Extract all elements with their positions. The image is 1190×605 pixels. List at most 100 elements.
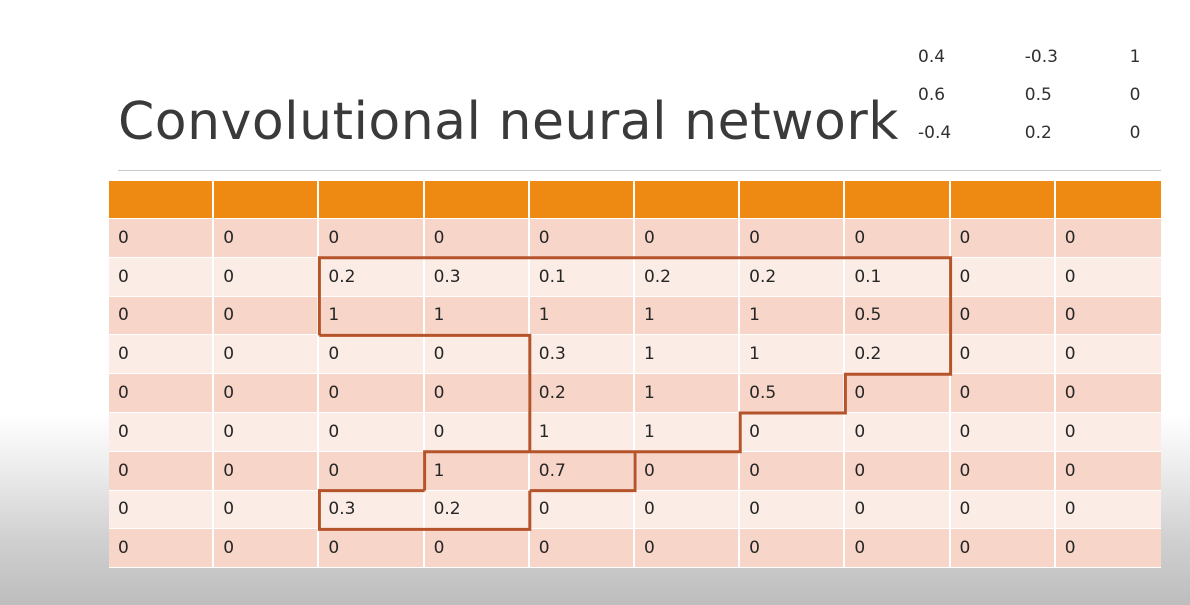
grid-row: 0 0 0 1 0.7 0 0 0 0 0	[109, 451, 1161, 491]
kernel-cell: 0.5	[1024, 85, 1052, 105]
grid-cell: 0	[740, 451, 846, 491]
grid-cell: 0.2	[424, 490, 530, 530]
grid-cell: 0	[319, 374, 425, 413]
grid-cell: 0	[1055, 490, 1161, 530]
grid-cell: 0	[424, 529, 530, 569]
grid-cell: 1	[634, 335, 741, 375]
kernel-cell: 0	[1129, 123, 1141, 143]
grid-cell: 0	[109, 335, 215, 375]
grid-cell: 0	[845, 374, 951, 413]
kernel-cell: -0.3	[1024, 47, 1058, 67]
grid-table: 0 0 0 0 0 0 0 0 0 0 0 0 0.2 0.3 0.1 0.2 0.2 0.1 0 0 0 0 1 1 1 1 1 0…	[109, 181, 1161, 569]
grid-cell: 0	[319, 219, 425, 258]
grid-cell: 0	[845, 219, 951, 258]
grid-cell: 0	[529, 529, 635, 569]
grid-cell: 0.1	[845, 257, 951, 297]
grid-header-row	[109, 181, 1161, 219]
kernel-cell: -0.4	[918, 123, 952, 143]
grid-cell: 0	[950, 296, 1056, 336]
input-grid: 0 0 0 0 0 0 0 0 0 0 0 0 0.2 0.3 0.1 0.2 0.2 0.1 0 0 0 0 1 1 1 1 1 0…	[109, 181, 1161, 569]
grid-cell: 0	[950, 529, 1056, 569]
grid-cell: 0	[1055, 451, 1161, 491]
grid-cell: 0	[845, 412, 951, 452]
grid-cell: 0	[1055, 412, 1161, 452]
grid-cell: 0	[740, 412, 846, 452]
grid-cell: 0	[109, 219, 215, 258]
grid-cell: 0	[109, 296, 215, 336]
grid-header-cell	[845, 181, 951, 219]
grid-cell: 0	[319, 412, 425, 452]
grid-cell: 0	[1055, 296, 1161, 336]
grid-cell: 0	[845, 529, 951, 569]
grid-cell: 0	[214, 219, 320, 258]
grid-cell: 0	[214, 335, 320, 375]
grid-cell: 1	[319, 296, 425, 336]
kernel-cell: 1	[1129, 47, 1141, 67]
grid-header-cell	[109, 181, 215, 219]
grid-cell: 0	[634, 529, 741, 569]
grid-cell: 0	[109, 374, 215, 413]
grid-cell: 0	[424, 374, 530, 413]
grid-row: 0 0 1 1 1 1 1 0.5 0 0	[109, 296, 1161, 336]
grid-cell: 0	[214, 257, 320, 297]
grid-cell: 1	[424, 296, 530, 336]
grid-cell: 1	[529, 412, 635, 452]
grid-cell: 0	[319, 335, 425, 375]
grid-header-cell	[424, 181, 530, 219]
grid-cell: 0	[950, 451, 1056, 491]
grid-cell: 0	[214, 374, 320, 413]
grid-cell: 0	[740, 490, 846, 530]
grid-cell: 0	[634, 451, 741, 491]
grid-cell: 0	[1055, 257, 1161, 297]
grid-cell: 0	[109, 490, 215, 530]
grid-cell: 0	[529, 490, 635, 530]
grid-row: 0 0 0 0 0.3 1 1 0.2 0 0	[109, 335, 1161, 375]
grid-header-cell	[950, 181, 1056, 219]
grid-cell: 1	[424, 451, 530, 491]
grid-cell: 0	[214, 412, 320, 452]
grid-cell: 0	[950, 335, 1056, 375]
kernel-cell: 0.2	[1024, 123, 1052, 143]
grid-cell: 0	[319, 529, 425, 569]
grid-cell: 0	[950, 219, 1056, 258]
grid-cell: 0.5	[845, 296, 951, 336]
grid-cell: 0.3	[529, 335, 635, 375]
grid-body: 0 0 0 0 0 0 0 0 0 0 0 0 0.2 0.3 0.1 0.2 0.2 0.1 0 0 0 0 1 1 1 1 1 0…	[109, 219, 1161, 569]
grid-cell: 0	[950, 412, 1056, 452]
grid-header-cell	[319, 181, 425, 219]
grid-cell: 0	[634, 219, 741, 258]
grid-cell: 0	[845, 451, 951, 491]
kernel-row: 0.4 -0.3 1	[905, 38, 1155, 76]
grid-cell: 0	[214, 296, 320, 336]
grid-cell: 0	[1055, 374, 1161, 413]
grid-cell: 0	[109, 257, 215, 297]
grid-cell: 0	[109, 451, 215, 491]
kernel-cell: 0.4	[918, 47, 946, 67]
grid-cell: 0.2	[845, 335, 951, 375]
grid-cell: 0	[950, 490, 1056, 530]
grid-cell: 0	[950, 374, 1056, 413]
grid-cell: 0	[109, 412, 215, 452]
grid-cell: 0	[1055, 529, 1161, 569]
grid-cell: 0.2	[529, 374, 635, 413]
grid-header-cell	[1055, 181, 1161, 219]
grid-cell: 0	[319, 451, 425, 491]
grid-cell: 1	[740, 335, 846, 375]
grid-cell: 0	[424, 335, 530, 375]
grid-cell: 1	[529, 296, 635, 336]
grid-cell: 0.2	[319, 257, 425, 297]
grid-row: 0 0 0 0 0.2 1 0.5 0 0 0	[109, 374, 1161, 413]
title-divider	[118, 170, 1161, 171]
grid-header-cell	[529, 181, 635, 219]
grid-cell: 0	[845, 490, 951, 530]
grid-cell: 0	[214, 529, 320, 569]
grid-cell: 0.5	[740, 374, 846, 413]
grid-cell: 0.3	[319, 490, 425, 530]
grid-cell: 0	[424, 412, 530, 452]
kernel-row: 0.6 0.5 0	[905, 76, 1155, 114]
grid-cell: 0	[1055, 219, 1161, 258]
grid-header-cell	[740, 181, 846, 219]
grid-row: 0 0 0.3 0.2 0 0 0 0 0 0	[109, 490, 1161, 530]
